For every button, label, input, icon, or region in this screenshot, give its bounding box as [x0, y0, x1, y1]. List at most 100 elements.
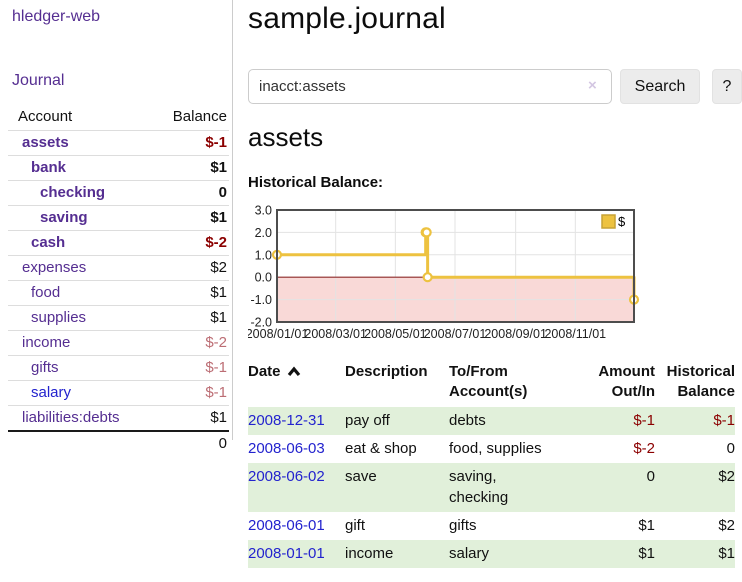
amount-cell: $-1 [633, 412, 655, 429]
amount-cell: 0 [646, 468, 655, 485]
y-axis-tick-label: 3.0 [255, 204, 272, 218]
account-heading: assets [248, 122, 324, 152]
accounts-table: Account Balance assets $-1 bank $1 checking 0… [8, 104, 229, 456]
account-balance: $-1 [146, 130, 229, 156]
account-balance: 0 [146, 180, 229, 206]
account-row: liabilities:debts $1 [8, 405, 229, 431]
accounts-cell: debts [449, 412, 486, 429]
balance-cell: $2 [718, 517, 735, 534]
date-cell: 2008-12-31 [248, 407, 345, 435]
amount-cell: $1 [638, 545, 655, 562]
legend-label: $ [618, 214, 626, 229]
amount-cell: $1 [638, 517, 655, 534]
y-axis-tick-label: -2.0 [250, 316, 272, 330]
date-cell: 2008-01-01 [248, 540, 345, 568]
page-title: sample.journal [248, 2, 446, 35]
balance-cell: 0 [726, 440, 735, 457]
account-balance: $1 [146, 280, 229, 306]
description-cell: save [345, 468, 377, 485]
column-label: Description [345, 363, 428, 380]
accounts-cell: food, supplies [449, 440, 542, 457]
account-row: assets $-1 [8, 130, 229, 156]
x-axis-tick-label: 2008/03/01 [304, 327, 367, 341]
sidebar-account-link[interactable]: cash [31, 234, 66, 251]
register-column-header[interactable]: Date [248, 362, 345, 407]
account-row: expenses $2 [8, 255, 229, 281]
account-balance: $-2 [146, 230, 229, 256]
account-row: saving $1 [8, 205, 229, 231]
description-cell: income [345, 545, 394, 562]
sidebar-account-link[interactable]: food [31, 284, 61, 301]
clear-search-icon[interactable]: × [588, 77, 597, 94]
balance-cell: $-1 [713, 412, 735, 429]
help-button[interactable]: ? [712, 69, 742, 104]
description-cell: eat & shop [345, 440, 417, 457]
register-table: Date Description To/From Account(s) Amount … [248, 362, 735, 568]
y-axis-tick-label: -1.0 [250, 293, 272, 307]
accounts-cell: saving, checking [449, 468, 509, 506]
x-axis-tick-label: 2008/01/01 [248, 327, 308, 341]
register-column-header: Description [345, 362, 449, 407]
transaction-date-link[interactable]: 2008-06-01 [248, 517, 325, 534]
sidebar-account-link[interactable]: saving [40, 209, 88, 226]
x-axis-tick-label: 2008/05/01 [364, 327, 427, 341]
accounts-cell: salary [449, 545, 490, 562]
balance-column-header: Balance [172, 108, 227, 125]
account-row: income $-2 [8, 330, 229, 356]
column-label: Historical Balance [666, 363, 735, 400]
account-balance: $1 [146, 305, 229, 331]
account-balance: $-1 [146, 355, 229, 381]
register-column-header: Historical Balance [655, 362, 735, 407]
transaction-date-link[interactable]: 2008-06-03 [248, 440, 325, 457]
data-point-marker [422, 272, 433, 283]
register-row: 2008-01-01 income salary $1 $1 [248, 540, 735, 568]
description-cell: gift [345, 517, 366, 534]
amount-cell: $-2 [633, 440, 655, 457]
search-button[interactable]: Search [620, 69, 700, 104]
sidebar-account-link[interactable]: bank [31, 159, 67, 176]
balance-cell: $2 [718, 468, 735, 485]
sidebar-account-link[interactable]: income [22, 334, 71, 351]
sidebar-account-link[interactable]: supplies [31, 309, 87, 326]
account-balance: $1 [146, 405, 229, 431]
register-header-row: Date Description To/From Account(s) Amount … [248, 362, 735, 407]
balance-cell: $1 [718, 545, 735, 562]
y-axis-tick-label: 2.0 [255, 226, 272, 240]
register-column-header: To/From Account(s) [449, 362, 555, 407]
legend-swatch [601, 214, 616, 229]
search-input[interactable] [248, 69, 612, 104]
transaction-date-link[interactable]: 2008-12-31 [248, 412, 325, 429]
account-row: supplies $1 [8, 305, 229, 331]
register-column-header: Amount Out/In [555, 362, 655, 407]
sidebar-account-link[interactable]: expenses [22, 259, 87, 276]
sidebar-account-link[interactable]: salary [31, 384, 72, 401]
column-label: Date [248, 363, 281, 380]
column-label: Amount Out/In [598, 363, 655, 400]
sidebar-item-journal[interactable]: Journal [12, 72, 65, 89]
transaction-date-link[interactable]: 2008-01-01 [248, 545, 325, 562]
account-row: gifts $-1 [8, 355, 229, 381]
description-cell: pay off [345, 412, 390, 429]
sidebar-account-link[interactable]: checking [40, 184, 106, 201]
date-cell: 2008-06-03 [248, 435, 345, 463]
transaction-date-link[interactable]: 2008-06-02 [248, 468, 325, 485]
account-balance: $-1 [146, 380, 229, 406]
historical-balance-chart: 3.0 2.0 1.0 0.0 -1.0 -2.02008/01/012008/03/01… [248, 204, 640, 341]
chart-heading: Historical Balance: [248, 174, 384, 191]
sidebar: hledger-web Journal Account Balance asse… [0, 0, 233, 456]
sidebar-account-link[interactable]: liabilities:debts [22, 409, 120, 426]
account-balance: $1 [146, 155, 229, 181]
sort-ascending-icon [287, 366, 300, 377]
x-axis-tick-label: 2008/11/01 [544, 327, 606, 341]
register-row: 2008-06-03 eat & shop food, supplies $-2 0 [248, 435, 735, 463]
account-balance: $-2 [146, 330, 229, 356]
account-row: cash $-2 [8, 230, 229, 256]
account-row: checking 0 [8, 180, 229, 206]
sidebar-account-link[interactable]: assets [22, 134, 69, 151]
data-point-marker [421, 227, 432, 238]
accounts-cell: gifts [449, 517, 477, 534]
sidebar-account-link[interactable]: gifts [31, 359, 59, 376]
register-row: 2008-06-01 gift gifts $1 $2 [248, 512, 735, 540]
accounts-total-row: 0 [8, 430, 229, 456]
app-title[interactable]: hledger-web [12, 8, 101, 25]
